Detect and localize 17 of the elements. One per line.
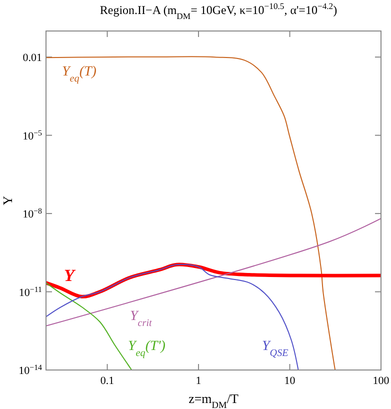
series-label: Y$_{QSE}$ [262,339,288,358]
series-label: Y [64,266,76,285]
series-label: Y$_{eq}$(T) [62,64,97,84]
y-tick-label: 10$^{−11}$ [18,284,42,299]
chart-title: Region.II−A (m$_{DM}$= 10GeV, κ=10$^{−10.5}$, α'=10$^{−4.2}$) [100,1,338,21]
x-tick-label: 0.1 [100,375,114,387]
y-tick-label: 10$^{−14}$ [18,362,42,377]
x-tick-label: 10 [284,375,296,387]
y-tick-label: 10$^{−8}$ [22,206,42,221]
y-tick-label: 0.01 [22,52,42,64]
x-tick-label: 1 [196,375,202,387]
series-label: Y$_{eq}$(T') [128,339,166,358]
x-tick-label: 100 [372,375,390,387]
y-axis-title: Y [0,195,15,206]
x-axis-title: z=m$_{DM}$/T [188,391,238,409]
y-tick-label: 10$^{−5}$ [22,128,42,142]
series-label: Y$_{crit}$ [130,309,152,328]
